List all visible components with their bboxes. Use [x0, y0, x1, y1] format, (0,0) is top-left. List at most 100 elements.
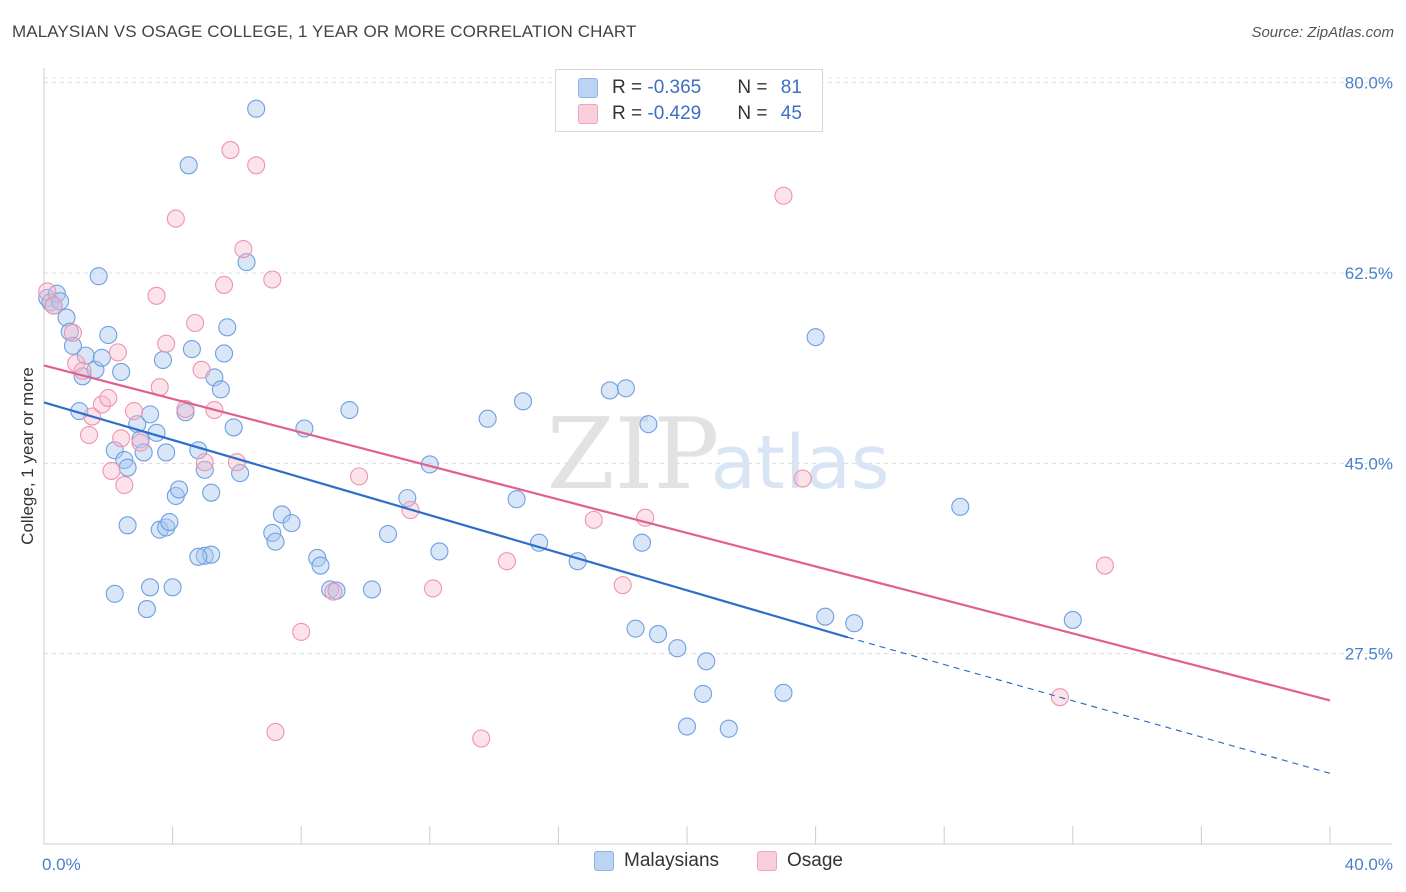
osage-point	[221, 141, 240, 160]
osage-point	[247, 156, 266, 175]
malaysian-point	[179, 156, 198, 175]
trend-lines	[43, 364, 1331, 774]
osage-point	[157, 334, 176, 353]
malaysian-point	[169, 480, 189, 499]
osage-point	[115, 476, 134, 495]
series-malaysians	[38, 99, 1082, 738]
malaysian-point	[600, 381, 619, 400]
malaysian-point	[118, 516, 137, 535]
legend-row-malaysians: R = -0.365 N = 81	[578, 76, 802, 100]
osage-point	[131, 433, 150, 452]
osage-point	[99, 389, 118, 408]
osage-point	[176, 399, 195, 418]
bottom-legend-swatch-osage	[757, 851, 777, 871]
malaysian-point	[141, 405, 160, 424]
malaysian-point	[182, 340, 201, 359]
malaysians-trend-line	[43, 401, 849, 639]
osage-point	[147, 286, 166, 305]
malaysian-point	[616, 379, 635, 398]
osage-point	[214, 275, 234, 294]
malaysian-point	[134, 443, 153, 462]
bottom-legend-swatch-malaysians	[594, 851, 614, 871]
bottom-legend-label-osage: Osage	[787, 850, 843, 871]
malaysian-point	[478, 409, 497, 428]
malaysian-point	[195, 460, 214, 479]
osage-point	[166, 209, 185, 228]
y-tick-label: 80.0%	[1345, 74, 1393, 93]
malaysian-point	[160, 512, 179, 532]
malaysian-point	[105, 584, 124, 603]
osage-point	[234, 239, 253, 259]
osage-point	[613, 576, 632, 595]
osage-point	[1095, 556, 1114, 575]
malaysian-point	[632, 533, 652, 552]
malaysian-point	[163, 578, 182, 597]
y-tick-label: 45.0%	[1345, 454, 1393, 473]
osage-point	[192, 360, 211, 379]
osage-point	[423, 579, 443, 598]
malaysian-point	[266, 532, 285, 551]
bottom-legend-malaysians: Malaysians	[594, 850, 719, 872]
malaysian-point	[816, 607, 835, 626]
osage-point	[350, 467, 369, 486]
y-tick-label: 27.5%	[1345, 645, 1393, 664]
osage-point	[324, 582, 343, 601]
malaysian-point	[513, 392, 533, 411]
watermark: ZIP atlas	[547, 398, 890, 512]
y-tick-label: 62.5%	[1345, 264, 1393, 283]
malaysian-point	[340, 400, 359, 420]
watermark-zip: ZIP	[547, 398, 720, 512]
osage-point	[186, 313, 205, 333]
malaysian-point	[626, 619, 645, 638]
osage-point	[92, 395, 111, 414]
malaysian-point	[694, 684, 713, 703]
osage-point	[584, 510, 603, 529]
bottom-legend: Malaysians Osage	[0, 850, 1406, 878]
osage-point	[793, 469, 812, 488]
axes	[43, 68, 1392, 845]
legend-r-label: R =	[612, 77, 648, 98]
grid-lines	[44, 77, 1392, 655]
malaysian-point	[153, 350, 173, 370]
osage-point	[102, 461, 121, 480]
malaysian-point	[697, 652, 716, 671]
malaysian-point	[211, 380, 230, 399]
malaysian-point	[362, 580, 381, 599]
legend-swatch-malaysians	[578, 78, 598, 98]
malaysian-point	[92, 348, 111, 367]
x-tick-label: 0.0%	[42, 855, 81, 874]
malaysian-point	[189, 547, 208, 566]
legend-n-value: 45	[780, 103, 802, 124]
malaysian-point	[157, 518, 176, 537]
bottom-legend-osage: Osage	[757, 850, 843, 872]
watermark-atlas: atlas	[711, 420, 890, 506]
malaysian-point	[202, 483, 221, 502]
source-label: Source: ZipAtlas.com	[1251, 24, 1394, 41]
malaysian-point	[282, 514, 301, 533]
malaysian-point	[398, 489, 417, 508]
malaysian-point	[63, 336, 82, 355]
legend-n-value: 81	[780, 77, 802, 98]
malaysian-point	[668, 639, 687, 658]
osage-point	[63, 323, 82, 342]
osage-trend-line	[43, 364, 1331, 702]
malaysian-point	[99, 325, 118, 345]
osage-point	[292, 622, 311, 641]
malaysian-point	[806, 328, 825, 347]
malaysian-point	[311, 556, 330, 575]
malaysian-point	[218, 318, 237, 337]
malaysian-point	[774, 683, 793, 702]
osage-point	[124, 402, 144, 421]
malaysian-point	[247, 99, 266, 118]
legend-r-label: R =	[612, 103, 648, 124]
malaysian-point	[649, 625, 668, 644]
osage-point	[44, 296, 63, 315]
malaysian-point	[845, 614, 864, 633]
malaysian-point	[89, 267, 108, 286]
bottom-legend-label-malaysians: Malaysians	[624, 850, 720, 871]
osage-point	[774, 186, 793, 205]
malaysian-point	[719, 719, 738, 738]
malaysian-point	[224, 418, 243, 437]
malaysian-point	[137, 600, 156, 619]
